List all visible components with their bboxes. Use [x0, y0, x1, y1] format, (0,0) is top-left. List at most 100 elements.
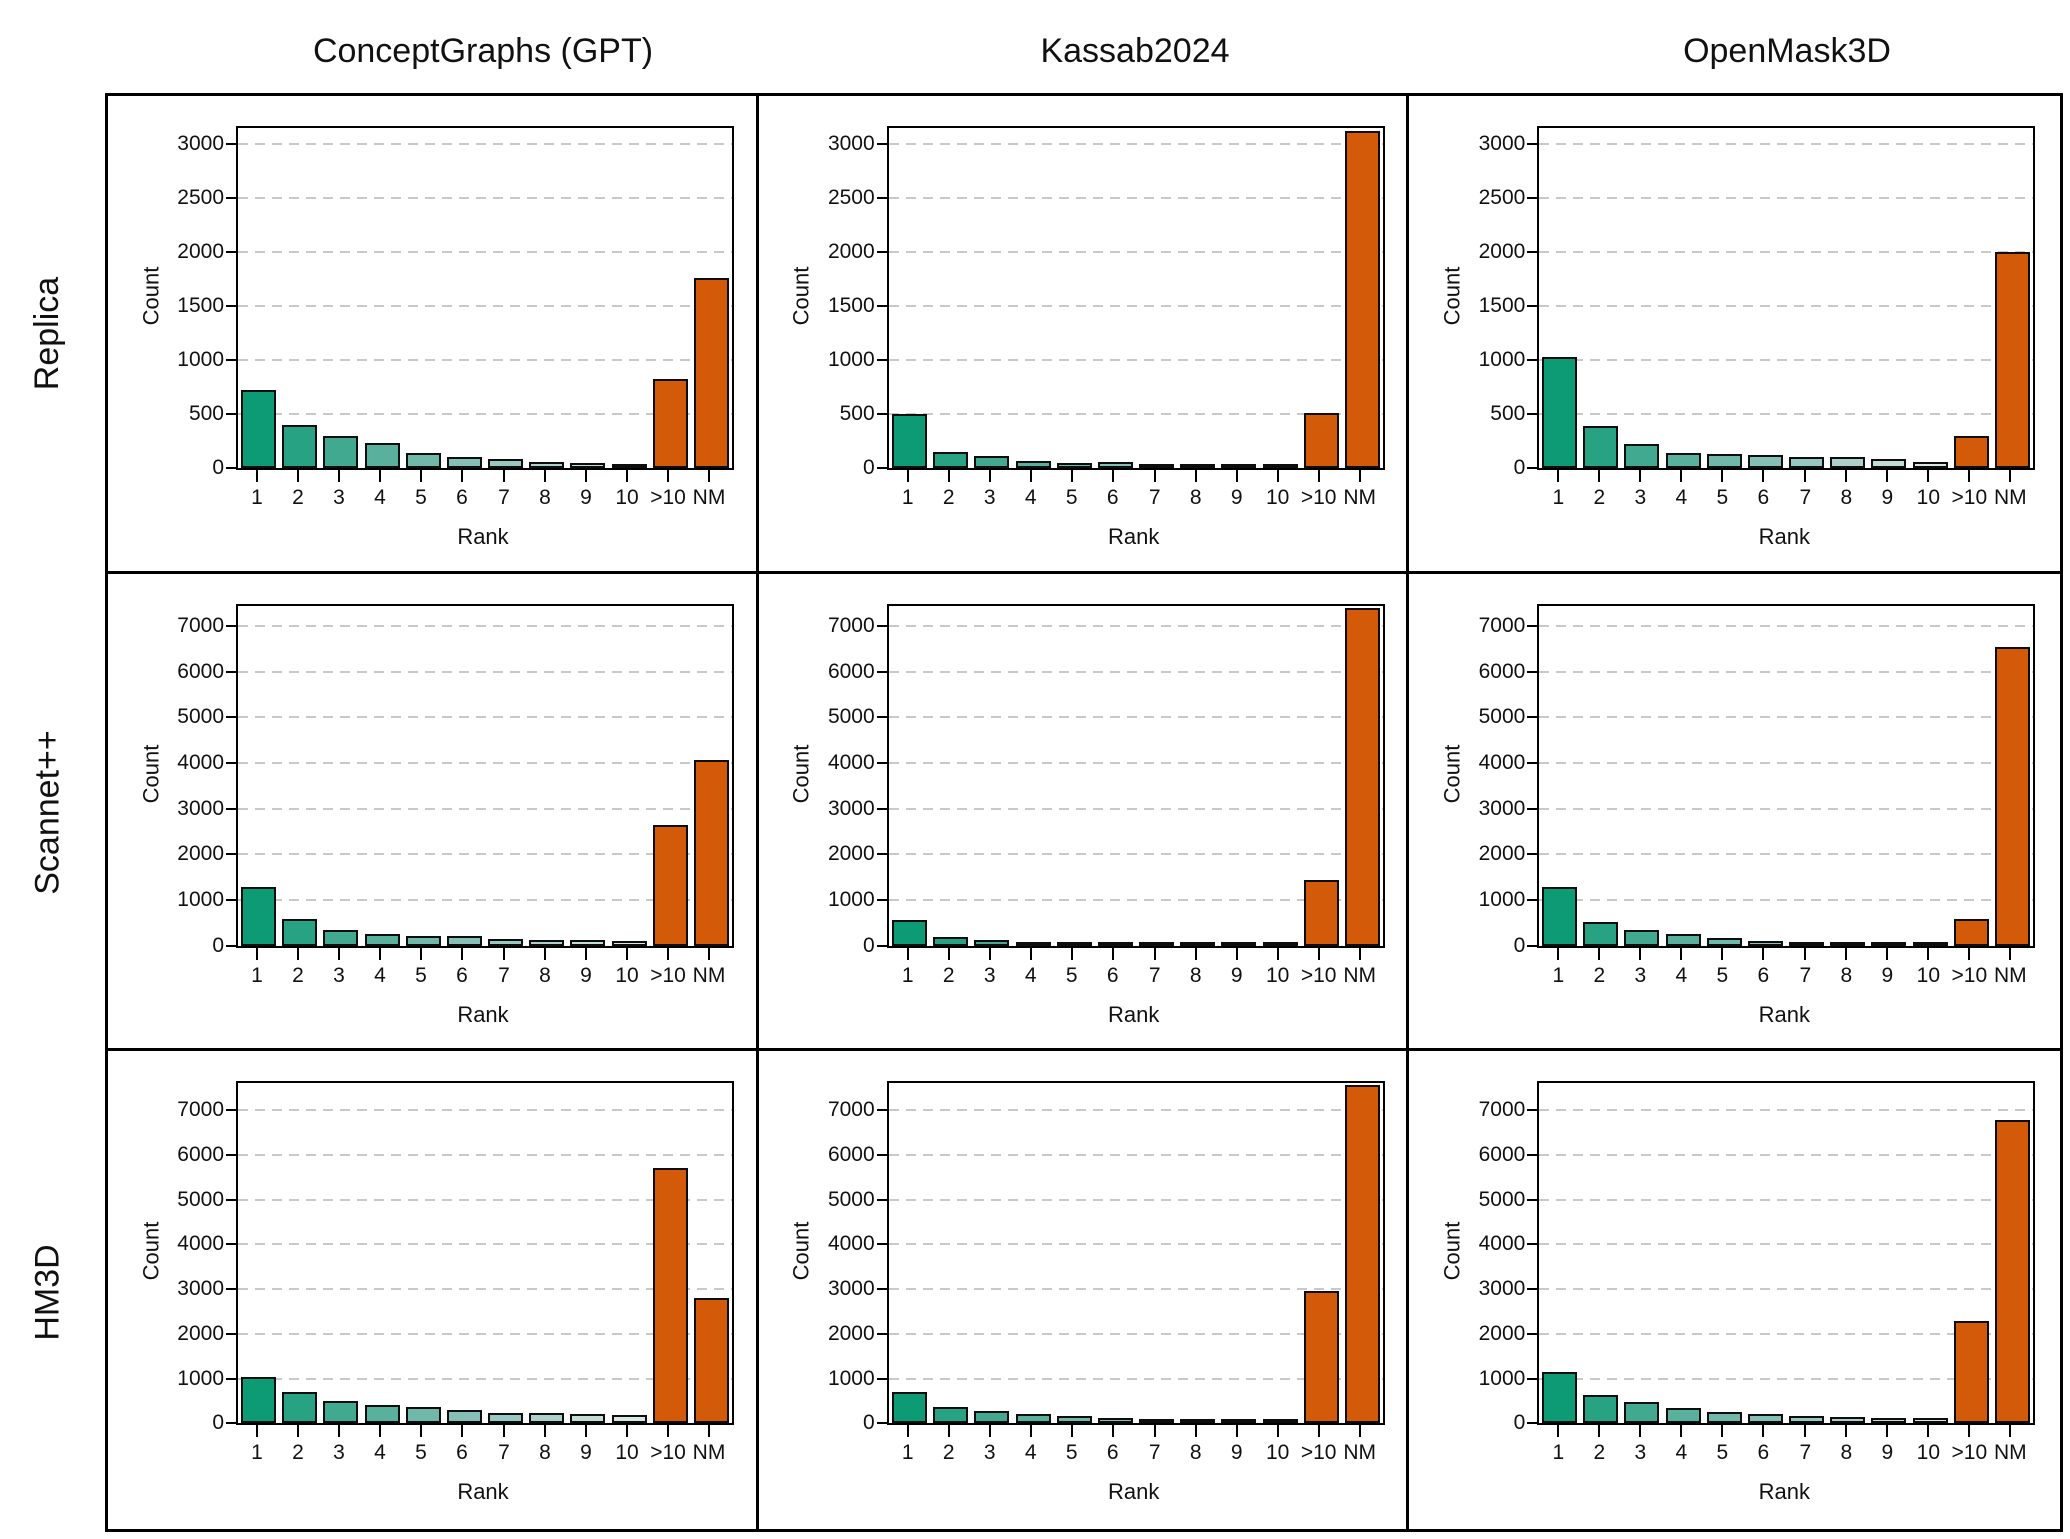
y-tick-label: 4000 — [177, 1232, 224, 1256]
y-tick-mark — [1527, 1153, 1538, 1156]
x-tick-mark — [1029, 947, 1032, 960]
y-tick-label: 1000 — [1478, 348, 1526, 372]
x-tick-label: 1 — [901, 486, 914, 509]
y-tick-label: 2000 — [177, 842, 224, 866]
x-tick-mark — [1557, 1425, 1560, 1438]
y-gridline — [1539, 807, 2034, 810]
y-gridline — [238, 899, 732, 902]
x-tick-mark — [1557, 470, 1560, 482]
bar-rank-1 — [891, 1392, 927, 1424]
bar-rank-NM — [694, 759, 729, 946]
bar-rank-8 — [1179, 941, 1215, 946]
y-tick-label: 1000 — [1478, 1366, 1526, 1390]
y-tick-label: 2000 — [827, 240, 875, 264]
y-tick-label: 2000 — [827, 1321, 875, 1345]
y-tick-mark — [226, 670, 236, 673]
y-tick-label: 0 — [1513, 933, 1526, 957]
x-tick-label: 8 — [1840, 963, 1853, 987]
y-tick-mark — [226, 716, 236, 719]
x-tick-label: 5 — [1716, 486, 1729, 509]
y-tick-label: 1500 — [1478, 294, 1526, 318]
y-tick-label: 3000 — [177, 132, 224, 156]
y-gridline — [888, 1243, 1383, 1246]
y-tick-label: 5000 — [1478, 705, 1526, 729]
chart-cell-scannetpp-conceptgraphs: 0 1000 2000 3000 4000 5000 6000 7000 1 2 3 4 5 6 7 8 9 10… — [108, 573, 759, 1052]
y-tick-mark — [1527, 716, 1538, 719]
y-tick-label: 1000 — [177, 1366, 224, 1390]
x-tick-mark — [1317, 1425, 1320, 1438]
y-tick-label: 3000 — [827, 1277, 875, 1301]
x-tick-mark — [297, 470, 299, 482]
y-tick-mark — [226, 1377, 236, 1380]
bar-rank-2 — [282, 918, 317, 946]
plot-area — [236, 1081, 734, 1426]
x-tick-mark — [256, 947, 258, 960]
bar-rank-2 — [282, 1392, 317, 1424]
x-tick-mark — [906, 470, 909, 482]
y-gridline — [238, 807, 732, 810]
bar-rank-10 — [1262, 1419, 1298, 1424]
bar-rank-10 — [612, 940, 647, 946]
x-tick-label: >10 — [650, 1441, 686, 1465]
row-label-replica: Replica — [25, 123, 71, 543]
y-gridline — [888, 853, 1383, 856]
y-gridline — [1539, 1288, 2034, 1291]
y-gridline — [238, 625, 732, 628]
x-tick-mark — [1845, 1425, 1848, 1438]
x-tick-label: 9 — [1230, 1441, 1243, 1465]
count-axis-label: Count — [787, 126, 817, 466]
x-tick-label: 10 — [1916, 1441, 1940, 1465]
x-tick-mark — [1721, 947, 1724, 960]
y-gridline — [888, 197, 1383, 200]
y-tick-mark — [876, 1288, 887, 1291]
x-tick-label: 5 — [415, 486, 427, 509]
count-axis-label: Count — [787, 1081, 817, 1421]
y-tick-label: 7000 — [1478, 1098, 1526, 1122]
y-tick-mark — [226, 899, 236, 902]
bar-rank-3 — [1624, 929, 1660, 946]
y-tick-label: 0 — [212, 456, 224, 479]
y-tick-label: 2000 — [827, 842, 875, 866]
bar-rank->10 — [1954, 1321, 1990, 1424]
x-tick-mark — [1111, 947, 1114, 960]
x-tick-mark — [1029, 1425, 1032, 1438]
bar-rank-4 — [1666, 453, 1702, 468]
y-tick-label: 6000 — [1478, 1142, 1526, 1166]
x-tick-mark — [947, 947, 950, 960]
x-tick-label: 8 — [1189, 963, 1202, 987]
x-tick-label: >10 — [1951, 486, 1988, 509]
bar-rank-1 — [1542, 886, 1578, 946]
count-axis-label-text: Count — [788, 744, 814, 804]
x-tick-mark — [420, 947, 422, 960]
x-tick-label: 2 — [1593, 963, 1606, 987]
y-gridline — [888, 716, 1383, 719]
count-axis-label-text: Count — [788, 266, 814, 326]
x-tick-mark — [1358, 470, 1361, 482]
x-tick-mark — [1680, 947, 1683, 960]
y-gridline — [238, 413, 732, 416]
y-tick-mark — [1527, 625, 1538, 628]
x-tick-mark — [626, 470, 628, 482]
x-tick-mark — [1845, 947, 1848, 960]
x-tick-label: 5 — [1065, 963, 1078, 987]
y-tick-mark — [876, 899, 887, 902]
row-label-scannetpp-text: Scannet++ — [28, 729, 67, 895]
x-tick-label: 3 — [983, 1441, 996, 1465]
x-tick-mark — [1111, 470, 1114, 482]
y-tick-mark — [226, 1198, 236, 1201]
y-tick-mark — [1527, 670, 1538, 673]
row-label-scannetpp: Scannet++ — [25, 602, 71, 1022]
x-tick-mark — [1276, 470, 1279, 482]
bar-rank-2 — [1583, 1395, 1619, 1424]
y-gridline — [1539, 1377, 2034, 1380]
y-tick-label: 2500 — [827, 186, 875, 210]
bar-rank-7 — [1138, 464, 1174, 468]
x-tick-mark — [1598, 947, 1601, 960]
x-tick-label: 9 — [580, 486, 592, 509]
y-tick-mark — [226, 762, 236, 765]
x-tick-label: 9 — [580, 963, 592, 987]
x-tick-label: 3 — [333, 486, 345, 509]
bar-rank-4 — [1015, 1414, 1051, 1424]
bar-rank-3 — [1624, 444, 1660, 468]
